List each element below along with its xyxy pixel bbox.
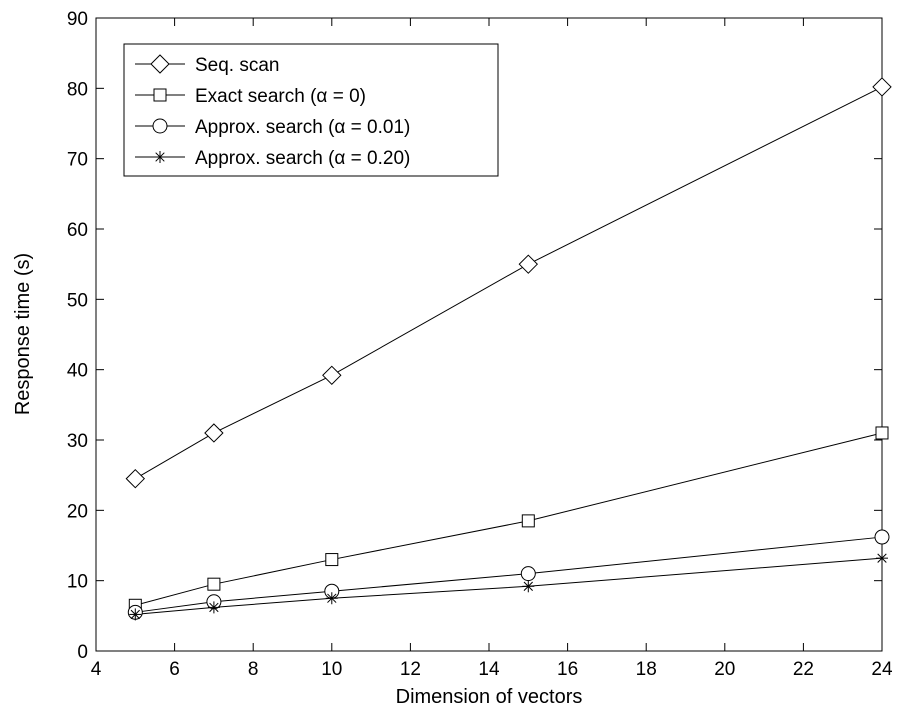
y-tick-label: 90 <box>67 9 88 30</box>
x-axis-label: Dimension of vectors <box>396 686 583 708</box>
x-tick-label: 18 <box>636 659 657 680</box>
data-point-diamond <box>125 468 146 489</box>
legend-entry: Approx. search (α = 0.01) <box>135 117 410 138</box>
data-point-square <box>875 426 889 440</box>
legend-label: Exact search (α = 0) <box>195 86 366 107</box>
data-point-diamond <box>872 77 892 97</box>
y-tick-label: 0 <box>77 642 88 663</box>
y-tick-label: 60 <box>67 220 88 241</box>
data-point-diamond <box>518 254 539 274</box>
y-tick-label: 50 <box>67 290 88 311</box>
legend-entry: Approx. search (α = 0.20) <box>135 148 410 169</box>
x-tick-label: 22 <box>793 659 814 680</box>
data-point-asterisk <box>522 580 535 593</box>
legend-label: Approx. search (α = 0.20) <box>195 148 410 169</box>
series-line-circle <box>135 536 883 613</box>
x-tick-label: 14 <box>478 659 500 680</box>
y-tick-label: 80 <box>67 79 88 100</box>
legend-label: Approx. search (α = 0.01) <box>195 117 410 138</box>
legend-marker-square <box>153 88 167 102</box>
y-axis-label: Response time (s) <box>12 253 34 415</box>
x-tick-label: 4 <box>91 659 102 680</box>
data-point-diamond <box>204 423 224 443</box>
x-tick-label: 8 <box>248 659 259 680</box>
series-line-asterisk <box>135 557 883 615</box>
data-point-square <box>325 553 339 567</box>
x-tick-label: 12 <box>400 659 421 680</box>
legend-entry: Exact search (α = 0) <box>135 86 366 107</box>
series-line-square <box>135 432 883 606</box>
x-tick-label: 20 <box>714 659 735 680</box>
data-point-square <box>521 514 535 528</box>
y-tick-label: 70 <box>67 150 88 171</box>
x-tick-label: 16 <box>557 659 578 680</box>
data-point-diamond <box>322 365 342 386</box>
y-tick-label: 20 <box>67 501 88 522</box>
data-point-asterisk <box>129 608 142 621</box>
y-tick-label: 30 <box>67 431 88 452</box>
axis-ticks: 4 6 8 10 12 14 16 18 20 22 24 0 10 20 30 40 50 60 70 80 90 <box>67 9 893 680</box>
x-tick-label: 24 <box>871 659 893 680</box>
data-point-circle <box>874 529 890 545</box>
y-tick-label: 40 <box>67 361 88 382</box>
x-tick-label: 6 <box>169 659 180 680</box>
legend-marker-asterisk <box>154 151 166 163</box>
legend-box <box>123 43 499 177</box>
y-tick-label: 10 <box>67 572 88 593</box>
data-point-asterisk <box>876 552 888 565</box>
legend: Seq. scan Exact search (α = 0) Approx. sea… <box>123 43 499 177</box>
data-point-asterisk <box>325 592 338 605</box>
legend-entry: Seq. scan <box>135 54 280 76</box>
series-markers <box>125 77 892 621</box>
legend-label: Seq. scan <box>195 55 280 76</box>
x-tick-label: 10 <box>321 659 342 680</box>
data-point-square <box>207 577 221 591</box>
data-point-asterisk <box>207 601 220 614</box>
legend-marker-circle <box>152 118 168 134</box>
legend-marker-diamond <box>150 54 170 74</box>
data-point-circle <box>520 566 536 582</box>
